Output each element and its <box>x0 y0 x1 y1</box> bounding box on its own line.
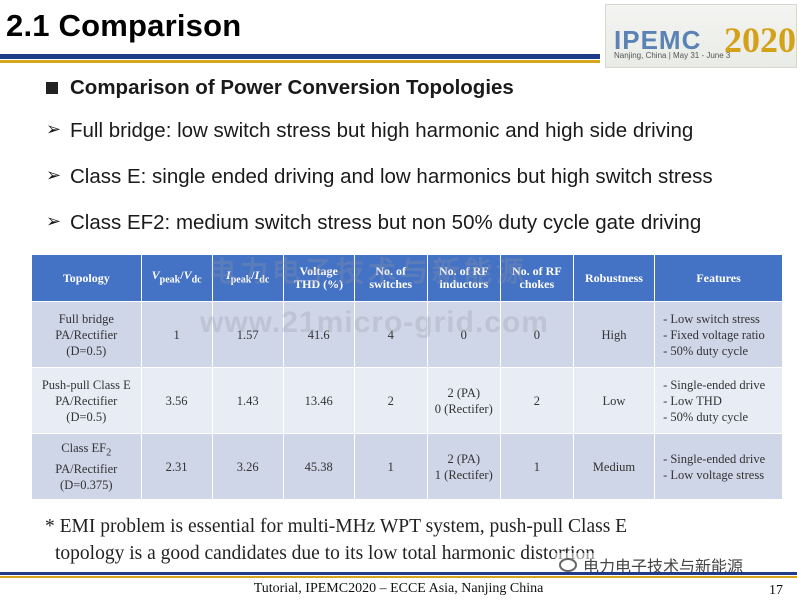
slide-title: 2.1 Comparison <box>6 8 242 43</box>
topology-line: PA/Rectifier <box>55 393 118 408</box>
cell-current-ratio: 1.43 <box>211 367 284 434</box>
cell-rf-chokes: 2 <box>499 367 574 434</box>
cell-current-ratio: 3.26 <box>211 433 284 500</box>
topology-line: Class EF <box>61 440 107 455</box>
vdc-subscript: dc <box>191 274 202 286</box>
bullet-item: ➢ Class E: single ended driving and low … <box>46 165 713 211</box>
arrow-bullet-icon: ➢ <box>46 119 62 139</box>
feature-line: - Single-ended drive <box>663 377 766 392</box>
header-features: Features <box>654 254 783 302</box>
footnote: * EMI problem is essential for multi-MHz… <box>45 513 627 567</box>
bullet-text: Class E: single ended driving and low ha… <box>70 165 713 188</box>
cell-rf-inductors: 2 (PA) 0 (Rectifer) <box>426 367 501 434</box>
cell-switches: 4 <box>353 301 428 368</box>
cell-thd: 41.6 <box>282 301 355 368</box>
cell-robustness: Medium <box>572 433 656 500</box>
cell-robustness: High <box>572 301 656 368</box>
wechat-label: 电力电子技术与新能源 <box>583 559 744 576</box>
section-heading-text: Comparison of Power Conversion Topologie… <box>70 76 514 99</box>
inductor-line: 0 (Rectifer) <box>434 401 493 416</box>
topology-line: (D=0.375) <box>60 478 113 493</box>
cell-switches: 1 <box>353 433 428 500</box>
title-rule-accent <box>0 60 600 63</box>
topology-line: PA/Rectifier <box>55 462 118 477</box>
feature-line: - Low voltage stress <box>663 467 765 482</box>
cell-rf-chokes: 1 <box>499 433 574 500</box>
conference-logo: IPEMC 2020 Nanjing, China | May 31 - Jun… <box>605 4 797 68</box>
header-topology: Topology <box>31 254 142 302</box>
cell-thd: 45.38 <box>282 433 355 500</box>
cell-switches: 2 <box>353 367 428 434</box>
bullet-item: ➢ Full bridge: low switch stress but hig… <box>46 119 713 165</box>
page-number: 17 <box>769 583 783 598</box>
bullet-text: Full bridge: low switch stress but high … <box>70 119 694 142</box>
vpeak-subscript: peak <box>159 274 181 286</box>
feature-line: - Low THD <box>663 393 722 408</box>
table-row: Full bridge PA/Rectifier (D=0.5) 1 1.57 … <box>31 301 783 368</box>
feature-line: - Single-ended drive <box>663 451 766 466</box>
arrow-bullet-icon: ➢ <box>46 211 62 231</box>
cell-voltage-ratio: 1 <box>140 301 213 368</box>
table-row: Class EF2 PA/Rectifier (D=0.375) 2.31 3.… <box>31 433 783 500</box>
cell-rf-inductors: 2 (PA) 1 (Rectifer) <box>426 433 501 500</box>
cell-topology: Full bridge PA/Rectifier (D=0.5) <box>31 301 142 368</box>
header-rf-inductors: No. of RF inductors <box>426 254 501 302</box>
footnote-line: topology is a good candidates due to its… <box>55 543 595 564</box>
footer-rule-accent <box>0 576 797 578</box>
square-bullet-icon <box>46 82 58 94</box>
logo-year: 2020 <box>724 20 796 60</box>
cell-voltage-ratio: 2.31 <box>140 433 213 500</box>
header-switches: No. of switches <box>353 254 428 302</box>
inductor-line: 0 <box>460 327 467 342</box>
inductor-line: 1 (Rectifer) <box>434 467 493 482</box>
topology-line: Full bridge <box>58 311 114 326</box>
topology-line: Push-pull Class E <box>41 377 131 392</box>
topology-line: PA/Rectifier <box>55 327 118 342</box>
cell-current-ratio: 1.57 <box>211 301 284 368</box>
feature-line: - Low switch stress <box>663 311 760 326</box>
inductor-line: 2 (PA) <box>447 451 481 466</box>
footnote-line: * EMI problem is essential for multi-MHz… <box>45 516 628 537</box>
cell-rf-inductors: 0 <box>426 301 501 368</box>
header-current-ratio: Ipeak/Idc <box>211 254 284 302</box>
cell-topology: Class EF2 PA/Rectifier (D=0.375) <box>31 433 142 500</box>
bullet-list: ➢ Full bridge: low switch stress but hig… <box>46 119 713 257</box>
table-row: Push-pull Class E PA/Rectifier (D=0.5) 3… <box>31 367 783 434</box>
header-thd: Voltage THD (%) <box>282 254 355 302</box>
cell-thd: 13.46 <box>282 367 355 434</box>
cell-voltage-ratio: 3.56 <box>140 367 213 434</box>
topology-subscript: 2 <box>106 447 112 459</box>
table-header-row: Topology Vpeak/Vdc Ipeak/Idc Voltage THD… <box>31 254 783 302</box>
inductor-line: 2 (PA) <box>447 385 481 400</box>
logo-subtitle: Nanjing, China | May 31 - June 3 <box>614 51 731 60</box>
feature-line: - 50% duty cycle <box>663 409 749 424</box>
cell-features: - Single-ended drive - Low voltage stres… <box>654 433 783 500</box>
footer-text: Tutorial, IPEMC2020 – ECCE Asia, Nanjing… <box>253 581 544 596</box>
footer-rule <box>0 572 797 575</box>
header-rf-chokes: No. of RF chokes <box>499 254 574 302</box>
cell-features: - Single-ended drive - Low THD - 50% dut… <box>654 367 783 434</box>
idc-subscript: dc <box>259 274 270 286</box>
topology-line: (D=0.5) <box>66 409 107 424</box>
feature-line: - 50% duty cycle <box>663 343 749 358</box>
comparison-table: Topology Vpeak/Vdc Ipeak/Idc Voltage THD… <box>31 254 783 500</box>
header-voltage-ratio: Vpeak/Vdc <box>140 254 213 302</box>
cell-topology: Push-pull Class E PA/Rectifier (D=0.5) <box>31 367 142 434</box>
section-heading: Comparison of Power Conversion Topologie… <box>46 76 514 100</box>
cell-rf-chokes: 0 <box>499 301 574 368</box>
feature-line: - Fixed voltage ratio <box>663 327 765 342</box>
title-rule <box>0 54 600 59</box>
wechat-icon <box>559 558 577 572</box>
cell-robustness: Low <box>572 367 656 434</box>
topology-line: (D=0.5) <box>66 343 107 358</box>
bullet-item: ➢ Class EF2: medium switch stress but no… <box>46 211 713 257</box>
logo-text: IPEMC <box>614 25 702 55</box>
arrow-bullet-icon: ➢ <box>46 165 62 185</box>
bullet-text: Class EF2: medium switch stress but non … <box>70 211 702 234</box>
cell-features: - Low switch stress - Fixed voltage rati… <box>654 301 783 368</box>
ipeak-subscript: peak <box>230 274 252 286</box>
header-robustness: Robustness <box>572 254 656 302</box>
